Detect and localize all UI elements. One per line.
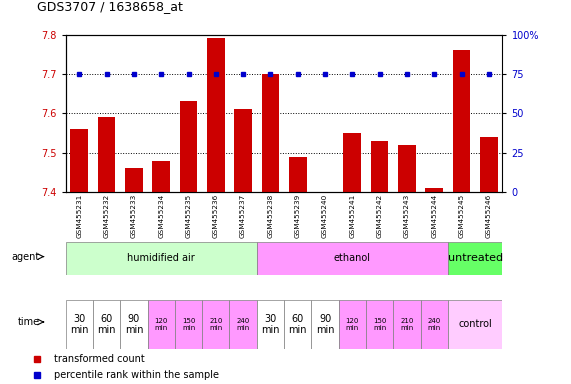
- Bar: [180, 101, 198, 192]
- Bar: [343, 133, 361, 192]
- Bar: [202, 300, 230, 349]
- Text: 210
min: 210 min: [400, 318, 413, 331]
- Bar: [234, 109, 252, 192]
- Text: 90
min: 90 min: [316, 314, 334, 335]
- Bar: [175, 300, 202, 349]
- Bar: [262, 74, 279, 192]
- Text: ethanol: ethanol: [334, 253, 371, 263]
- Bar: [448, 300, 502, 349]
- Text: agent: agent: [11, 252, 39, 262]
- Bar: [393, 300, 421, 349]
- Bar: [93, 300, 120, 349]
- Text: untreated: untreated: [448, 253, 502, 263]
- Bar: [398, 145, 416, 192]
- Bar: [366, 300, 393, 349]
- Text: 210
min: 210 min: [209, 318, 223, 331]
- Text: 240
min: 240 min: [236, 318, 250, 331]
- Bar: [371, 141, 388, 192]
- Bar: [207, 38, 225, 192]
- Bar: [152, 161, 170, 192]
- Bar: [453, 50, 471, 192]
- Text: 120
min: 120 min: [155, 318, 168, 331]
- Bar: [421, 300, 448, 349]
- Text: 120
min: 120 min: [345, 318, 359, 331]
- Bar: [284, 300, 311, 349]
- Bar: [311, 300, 339, 349]
- Bar: [257, 300, 284, 349]
- Bar: [120, 300, 147, 349]
- Text: control: control: [459, 319, 492, 329]
- Text: time: time: [17, 317, 39, 327]
- Bar: [66, 242, 257, 275]
- Text: 150
min: 150 min: [182, 318, 195, 331]
- Bar: [480, 137, 498, 192]
- Text: 30
min: 30 min: [70, 314, 89, 335]
- Bar: [125, 169, 143, 192]
- Bar: [339, 300, 366, 349]
- Bar: [147, 300, 175, 349]
- Bar: [70, 129, 88, 192]
- Text: 30
min: 30 min: [261, 314, 280, 335]
- Text: 60
min: 60 min: [98, 314, 116, 335]
- Bar: [66, 300, 93, 349]
- Text: 60
min: 60 min: [288, 314, 307, 335]
- Text: GDS3707 / 1638658_at: GDS3707 / 1638658_at: [37, 0, 183, 13]
- Text: 90
min: 90 min: [124, 314, 143, 335]
- Text: humidified air: humidified air: [127, 253, 195, 263]
- Bar: [98, 117, 115, 192]
- Text: transformed count: transformed count: [54, 354, 145, 364]
- Text: 150
min: 150 min: [373, 318, 387, 331]
- Bar: [448, 242, 502, 275]
- Text: percentile rank within the sample: percentile rank within the sample: [54, 370, 219, 381]
- Bar: [230, 300, 257, 349]
- Bar: [257, 242, 448, 275]
- Text: 240
min: 240 min: [428, 318, 441, 331]
- Bar: [425, 188, 443, 192]
- Bar: [289, 157, 307, 192]
